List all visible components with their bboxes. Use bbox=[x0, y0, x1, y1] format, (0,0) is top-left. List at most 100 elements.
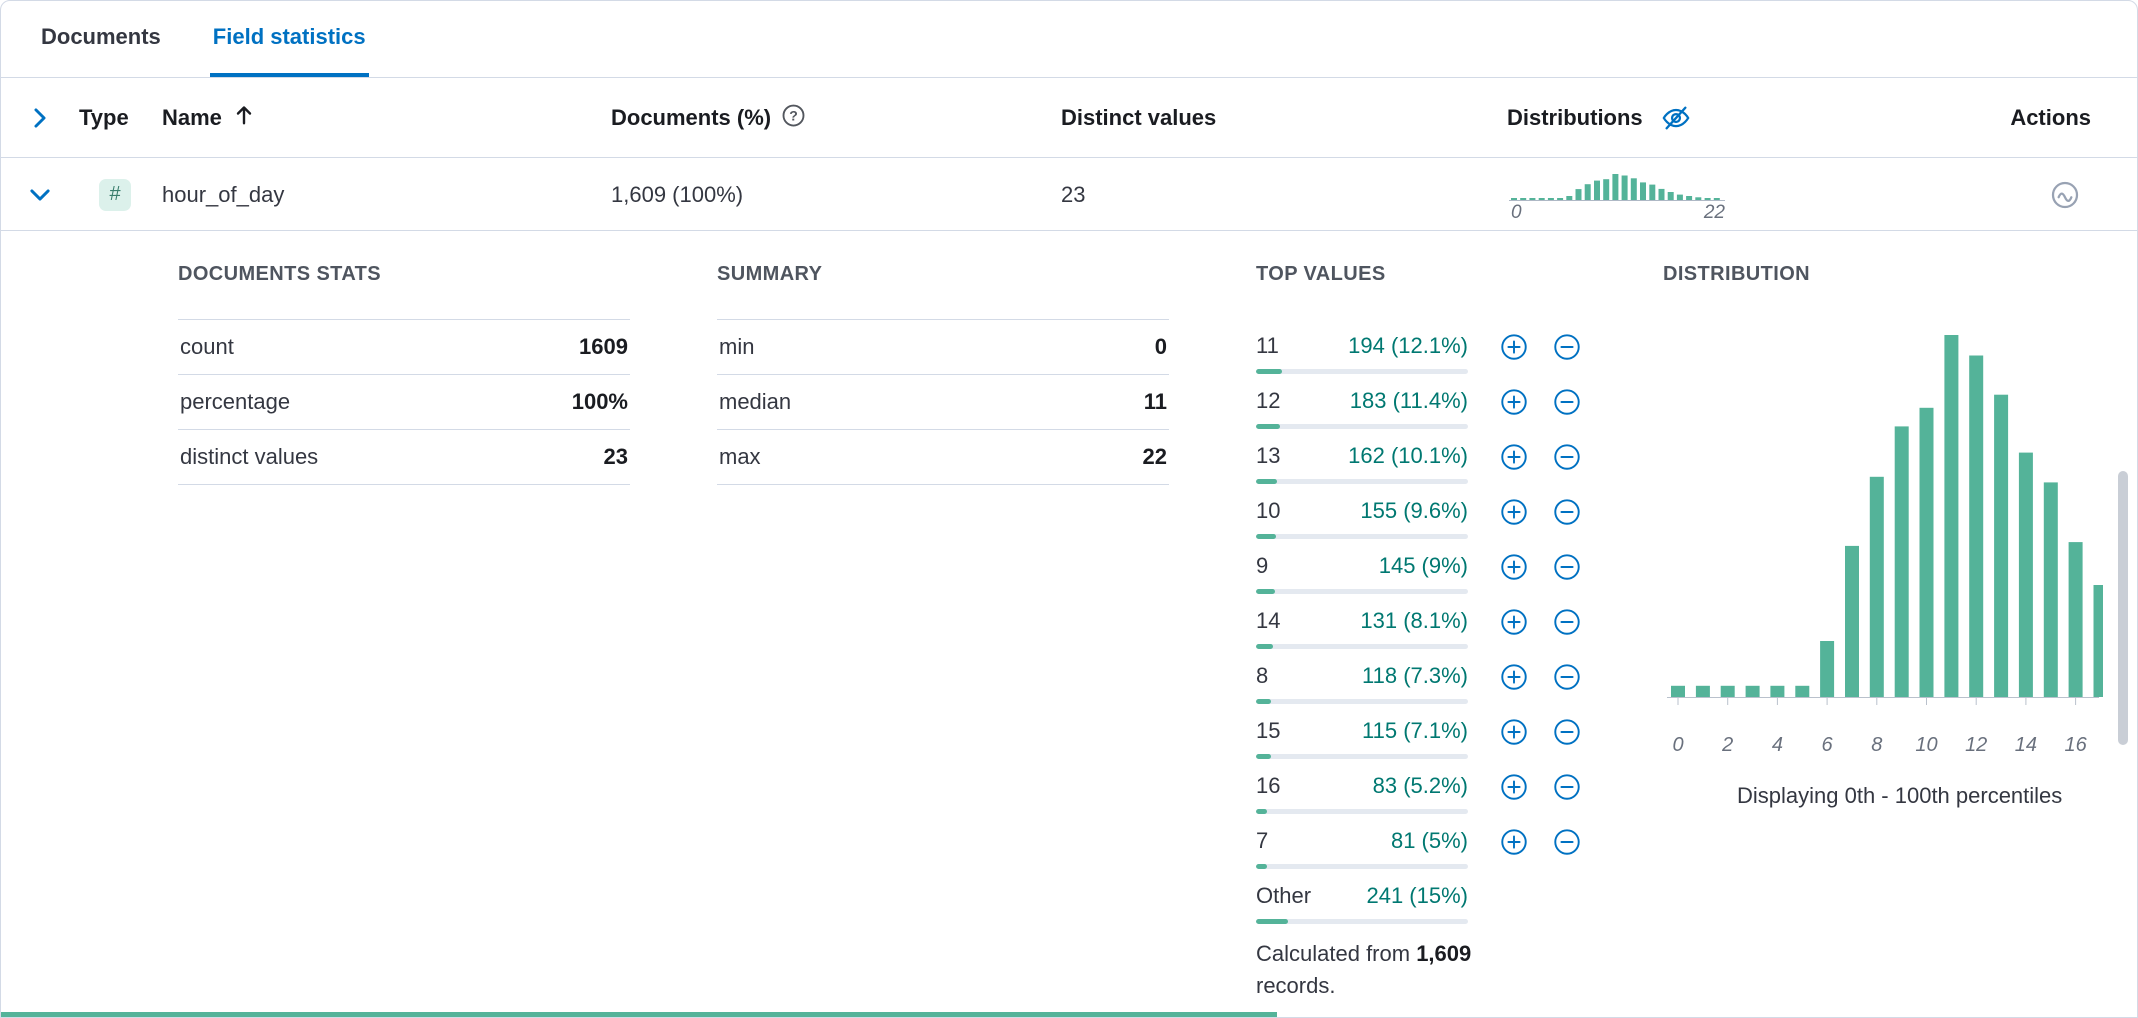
stat-value: 22 bbox=[1142, 444, 1167, 469]
top-value-bar bbox=[1256, 754, 1468, 759]
tab-field-statistics-label: Field statistics bbox=[212, 24, 366, 49]
svg-text:10: 10 bbox=[1915, 734, 1937, 756]
filter-out-value-button[interactable] bbox=[1553, 663, 1581, 691]
svg-text:2: 2 bbox=[1721, 734, 1733, 756]
minus-in-circle-icon bbox=[1554, 829, 1580, 855]
field-row-hour-of-day: # hour_of_day 1,609 (100%) 23 0 22 bbox=[1, 158, 2137, 231]
top-value-link[interactable]: 145 (9%) bbox=[1378, 553, 1468, 578]
top-value-link[interactable]: 83 (5.2%) bbox=[1372, 773, 1468, 798]
top-value-row: Other 241 (15%) bbox=[1256, 881, 1596, 936]
top-value-link[interactable]: 155 (9.6%) bbox=[1360, 498, 1468, 523]
top-value-row: 15 115 (7.1%) bbox=[1256, 716, 1596, 771]
field-name: hour_of_day bbox=[162, 181, 285, 207]
column-header-documents: Documents (%) ? bbox=[611, 78, 806, 158]
top-value-link[interactable]: 241 (15%) bbox=[1366, 883, 1468, 908]
filter-out-value-button[interactable] bbox=[1553, 498, 1581, 526]
top-value-key: 9 bbox=[1256, 553, 1269, 578]
column-header-name[interactable]: Name bbox=[162, 78, 256, 158]
top-value-bar bbox=[1256, 864, 1468, 869]
filter-out-value-button[interactable] bbox=[1553, 608, 1581, 636]
filter-for-value-button[interactable] bbox=[1500, 608, 1528, 636]
bottom-accent-bar bbox=[1, 1012, 1277, 1017]
top-value-key: 12 bbox=[1256, 388, 1281, 413]
top-value-link[interactable]: 194 (12.1%) bbox=[1348, 333, 1468, 358]
top-value-bar bbox=[1256, 534, 1468, 539]
mini-distribution-sparkline: 0 22 bbox=[1507, 158, 1727, 231]
filter-out-value-button[interactable] bbox=[1553, 388, 1581, 416]
top-value-bar bbox=[1256, 424, 1468, 429]
top-value-row: 11 194 (12.1%) bbox=[1256, 331, 1596, 386]
filter-for-value-button[interactable] bbox=[1500, 828, 1528, 856]
stats-row: count 1609 bbox=[178, 320, 630, 375]
field-details-panel: DOCUMENTS STATS SUMMARY TOP VALUES DISTR… bbox=[1, 232, 2137, 1015]
stat-value: 0 bbox=[1154, 334, 1167, 359]
stats-row: min 0 bbox=[717, 320, 1169, 375]
plus-in-circle-icon bbox=[1501, 664, 1527, 690]
scrollbar-thumb[interactable] bbox=[2118, 471, 2128, 745]
top-value-row: 12 183 (11.4%) bbox=[1256, 386, 1596, 441]
column-header-distinct-values: Distinct values bbox=[1061, 105, 1217, 130]
plus-in-circle-icon bbox=[1501, 444, 1527, 470]
top-value-link[interactable]: 115 (7.1%) bbox=[1362, 718, 1468, 743]
minus-in-circle-icon bbox=[1554, 609, 1580, 635]
collapse-row-button[interactable] bbox=[27, 182, 53, 208]
top-value-link[interactable]: 118 (7.3%) bbox=[1362, 663, 1468, 688]
top-value-key: 15 bbox=[1256, 718, 1281, 743]
stat-value: 100% bbox=[571, 389, 628, 414]
top-value-row: 10 155 (9.6%) bbox=[1256, 496, 1596, 551]
tab-field-statistics[interactable]: Field statistics bbox=[209, 1, 369, 77]
expand-all-button[interactable] bbox=[27, 105, 53, 131]
filter-out-value-button[interactable] bbox=[1553, 443, 1581, 471]
documents-stats-table: count 1609 percentage 100% distinct values 23 bbox=[178, 319, 630, 485]
plus-in-circle-icon bbox=[1501, 334, 1527, 360]
filter-out-value-button[interactable] bbox=[1553, 333, 1581, 361]
stat-label: percentage bbox=[180, 389, 291, 414]
filter-for-value-button[interactable] bbox=[1500, 553, 1528, 581]
top-value-link[interactable]: 183 (11.4%) bbox=[1349, 388, 1468, 413]
top-value-link[interactable]: 131 (8.1%) bbox=[1360, 608, 1468, 633]
tab-documents[interactable]: Documents bbox=[38, 1, 164, 77]
filter-for-value-button[interactable] bbox=[1500, 718, 1528, 746]
minus-in-circle-icon bbox=[1554, 499, 1580, 525]
top-value-bar bbox=[1256, 919, 1468, 924]
minus-in-circle-icon bbox=[1554, 774, 1580, 800]
explore-in-lens-icon[interactable] bbox=[2050, 180, 2080, 210]
top-value-row: 8 118 (7.3%) bbox=[1256, 661, 1596, 716]
top-value-bar bbox=[1256, 369, 1468, 374]
filter-out-value-button[interactable] bbox=[1553, 718, 1581, 746]
question-in-circle-icon[interactable]: ? bbox=[781, 103, 806, 134]
filter-for-value-button[interactable] bbox=[1500, 773, 1528, 801]
column-header-distributions: Distributions bbox=[1507, 78, 1691, 158]
filter-for-value-button[interactable] bbox=[1500, 663, 1528, 691]
eye-closed-icon bbox=[1661, 106, 1691, 136]
top-values-list: 11 194 (12.1%) 12 183 (11.4%) 13 162 (10.1%) 1… bbox=[1256, 331, 1596, 936]
filter-for-value-button[interactable] bbox=[1500, 388, 1528, 416]
minus-in-circle-icon bbox=[1554, 664, 1580, 690]
filter-out-value-button[interactable] bbox=[1553, 553, 1581, 581]
chevron-down-icon bbox=[27, 188, 53, 211]
top-value-row: 9 145 (9%) bbox=[1256, 551, 1596, 606]
svg-text:14: 14 bbox=[2015, 734, 2037, 756]
top-value-link[interactable]: 81 (5%) bbox=[1390, 828, 1468, 853]
top-value-line: 7 81 (5%) bbox=[1256, 826, 1468, 854]
distribution-title: DISTRIBUTION bbox=[1663, 263, 1811, 285]
plus-in-circle-icon bbox=[1501, 389, 1527, 415]
toggle-distributions-button[interactable] bbox=[1661, 103, 1691, 133]
top-value-bar bbox=[1256, 699, 1468, 704]
top-value-line: 11 194 (12.1%) bbox=[1256, 331, 1468, 359]
summary-table: min 0 median 11 max 22 bbox=[717, 319, 1169, 485]
top-value-link[interactable]: 162 (10.1%) bbox=[1348, 443, 1468, 468]
top-values-footer: Calculated from 1,609 records. bbox=[1256, 941, 1472, 998]
tabs-bar: Documents Field statistics bbox=[1, 1, 2137, 78]
filter-for-value-button[interactable] bbox=[1500, 333, 1528, 361]
records-count: 1,609 bbox=[1416, 941, 1472, 966]
tab-documents-label: Documents bbox=[41, 24, 161, 49]
stat-label: max bbox=[719, 444, 761, 469]
distribution-histogram: 0 2 4 6 8 10 12 14 16 bbox=[1667, 335, 2103, 756]
filter-out-value-button[interactable] bbox=[1553, 828, 1581, 856]
filter-for-value-button[interactable] bbox=[1500, 443, 1528, 471]
filter-for-value-button[interactable] bbox=[1500, 498, 1528, 526]
filter-out-value-button[interactable] bbox=[1553, 773, 1581, 801]
number-field-type-badge: # bbox=[99, 178, 131, 211]
